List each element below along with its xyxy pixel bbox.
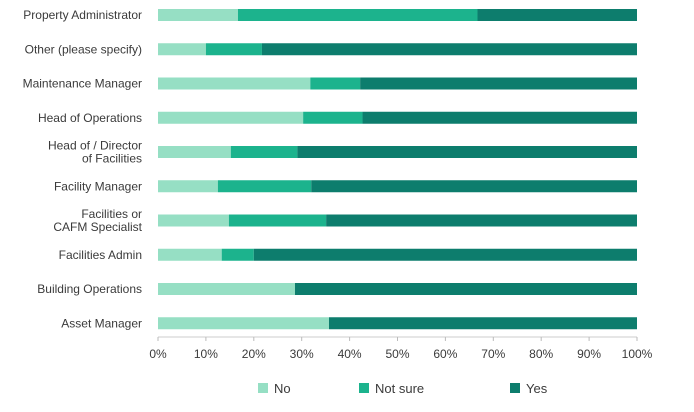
bar-segment-no [158,214,229,227]
category-label-line: Property Administrator [23,8,142,22]
category-label: Facilities Admin [59,248,142,262]
bar-segment-yes [253,248,638,261]
bar-segment-no [158,283,295,295]
category-label-line: CAFM Specialist [53,220,142,234]
legend-label: Not sure [375,381,424,396]
x-tick-label: 0% [149,347,167,361]
category-label: Maintenance Manager [23,77,142,91]
bar-segment-no [158,317,329,330]
bar-segment-no [158,146,231,158]
x-tick-label: 60% [433,347,457,361]
bar-segment-not-sure [230,146,298,158]
bar-segment-no [158,180,218,193]
category-label-line: Facilities Admin [59,248,142,262]
x-tick-label: 10% [194,347,218,361]
bar-segment-yes [329,317,637,330]
bar-segment-yes [297,146,637,158]
legend: No Not sure Yes [258,381,548,396]
category-label-line: Asset Manager [61,316,142,330]
bar-segment-no [158,111,304,124]
category-label: Property Administrator [23,8,142,22]
bar-segment-yes [294,283,637,295]
category-label: Building Operations [37,282,142,296]
x-tick-label: 100% [622,347,653,361]
bar-segment-no [158,248,222,261]
legend-swatch-not-sure [359,383,369,393]
x-tick-label: 20% [242,347,266,361]
x-tick-label: 30% [290,347,314,361]
x-axis: 0% 10% 20% 30% 40% 50% 60% 70% 80% 90% 100% [149,336,653,361]
legend-label: Yes [526,381,548,396]
category-label: Facilities or CAFM Specialist [53,207,142,234]
bars-layer [158,9,638,330]
bar-segment-no [158,9,238,21]
category-label: Other (please specify) [25,42,142,56]
bar-segment-not-sure [221,248,254,261]
category-label: Facility Manager [54,179,142,193]
category-label: Head of / Director of Facilities [48,139,142,166]
bar-segment-yes [362,111,637,124]
category-label-line: of Facilities [82,152,142,166]
category-label-line: Building Operations [37,282,142,296]
legend-label: No [274,381,291,396]
x-tick-label: 40% [338,347,362,361]
bar-segment-no [158,77,311,90]
bar-segment-no [158,43,206,56]
bar-segment-yes [311,180,637,193]
bar-segment-yes [477,9,637,21]
category-label: Head of Operations [38,111,142,125]
category-label-line: Head of / Director [48,139,142,153]
category-label-line: Facilities or [81,207,142,221]
x-tick-label: 90% [577,347,601,361]
legend-swatch-yes [510,383,520,393]
category-label-line: Head of Operations [38,111,142,125]
x-tick-label: 70% [481,347,505,361]
legend-swatch-no [258,383,268,393]
category-labels: Property Administrator Other (please spec… [23,8,143,330]
category-label-line: Other (please specify) [25,42,142,56]
category-label-line: Facility Manager [54,179,142,193]
bar-segment-not-sure [303,111,363,124]
x-tick-label: 80% [529,347,553,361]
category-label-line: Maintenance Manager [23,77,142,91]
category-label: Asset Manager [61,316,142,330]
bar-segment-not-sure [205,43,262,56]
bar-segment-yes [360,77,637,90]
bar-segment-yes [261,43,637,56]
x-tick-label: 50% [385,347,409,361]
bar-segment-not-sure [217,180,312,193]
bar-segment-not-sure [310,77,361,90]
bar-segment-yes [326,214,637,227]
bar-segment-not-sure [228,214,327,227]
bar-segment-not-sure [237,9,478,21]
